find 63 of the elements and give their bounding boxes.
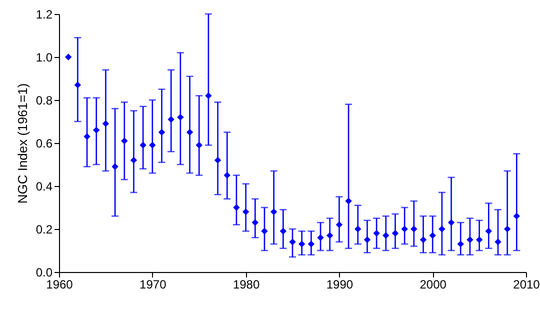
point — [457, 240, 464, 248]
point — [410, 226, 418, 232]
point — [64, 54, 72, 60]
point — [308, 240, 315, 248]
point — [289, 238, 296, 246]
point — [130, 156, 138, 164]
y-tick-label: 0.6 — [36, 136, 53, 150]
y-tick-label: 0.0 — [36, 266, 53, 280]
point — [504, 226, 511, 232]
point — [149, 142, 156, 149]
y-tick-label: 1.0 — [36, 50, 53, 64]
point — [392, 230, 399, 237]
point — [112, 163, 118, 170]
point — [345, 198, 352, 204]
point — [317, 234, 324, 241]
point — [84, 133, 90, 140]
point — [233, 204, 240, 211]
point — [158, 128, 166, 136]
x-tick-label: 2010 — [513, 278, 540, 292]
point — [438, 226, 446, 232]
point — [354, 226, 362, 232]
point — [242, 208, 250, 216]
point — [102, 120, 110, 128]
point — [494, 238, 502, 246]
point — [74, 82, 82, 88]
point — [485, 228, 492, 235]
point — [364, 236, 371, 244]
y-tick-label: 0.2 — [36, 222, 53, 236]
x-tick-label: 1960 — [46, 278, 74, 292]
point — [261, 228, 268, 235]
point — [466, 236, 474, 244]
point — [214, 156, 222, 164]
y-tick-label: 1.2 — [36, 8, 53, 22]
point — [401, 226, 408, 232]
point — [420, 236, 427, 244]
point — [140, 142, 146, 149]
point — [270, 208, 278, 216]
point — [476, 236, 483, 244]
point — [205, 92, 212, 100]
y-axis-title: NGC Index (1961=1) — [14, 83, 30, 204]
point — [382, 232, 390, 239]
point — [298, 240, 306, 248]
point — [280, 228, 287, 235]
x-tick-label: 1980 — [232, 278, 260, 292]
point — [429, 232, 436, 239]
x-tick-label: 1970 — [140, 278, 167, 292]
point — [326, 232, 334, 239]
x-tick-label: 2000 — [420, 278, 447, 292]
point — [196, 142, 202, 149]
point — [224, 172, 230, 179]
point — [177, 114, 184, 121]
point — [513, 212, 520, 220]
point — [448, 219, 455, 226]
point — [186, 128, 194, 136]
y-tick-label: 0.8 — [36, 94, 53, 108]
point — [121, 137, 128, 144]
point — [336, 221, 343, 228]
point — [373, 230, 380, 237]
point — [93, 126, 100, 134]
point — [252, 219, 258, 226]
x-tick-label: 1990 — [326, 278, 354, 292]
point — [168, 116, 174, 123]
y-tick-label: 0.4 — [36, 180, 53, 194]
